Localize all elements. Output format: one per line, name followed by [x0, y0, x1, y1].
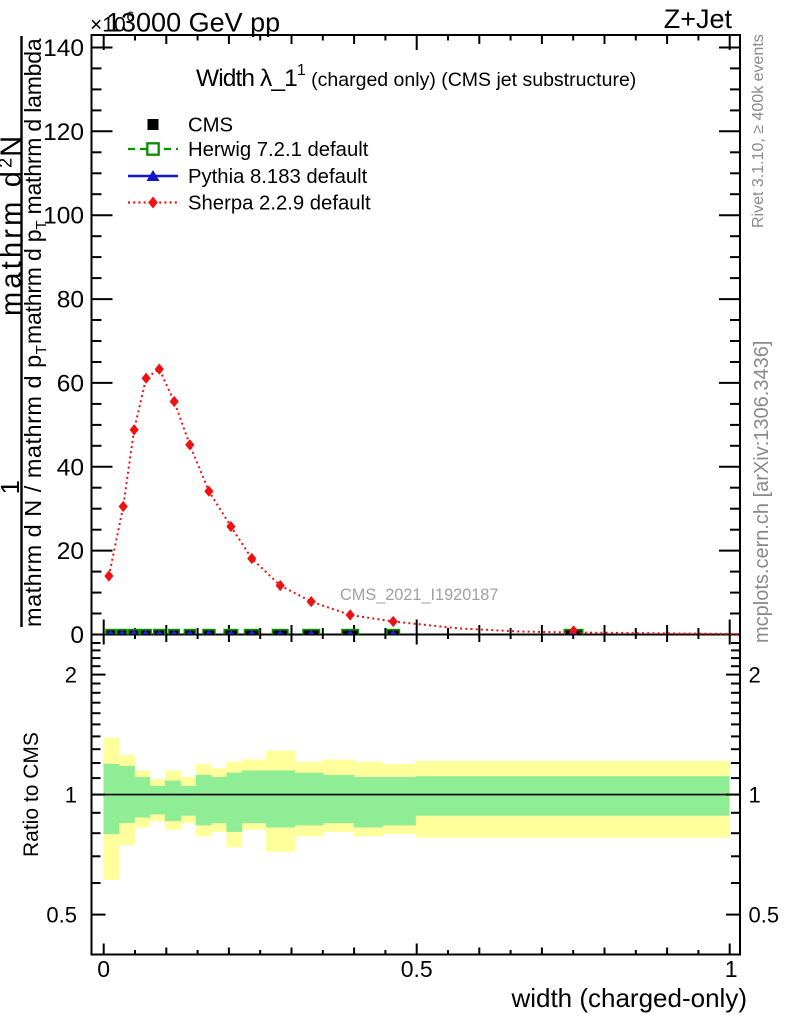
svg-text:Sherpa 2.2.9 default: Sherpa 2.2.9 default: [188, 193, 371, 215]
svg-text:120: 120: [43, 119, 84, 146]
svg-text:1: 1: [725, 956, 738, 982]
svg-text:×10: ×10: [90, 14, 126, 37]
svg-text:CMS: CMS: [188, 115, 233, 137]
svg-text:Pythia 8.183 default: Pythia 8.183 default: [188, 166, 368, 188]
svg-text:mcplots.cern.ch [arXiv:1306.34: mcplots.cern.ch [arXiv:1306.3436]: [751, 341, 773, 643]
svg-text:6: 6: [127, 8, 135, 24]
svg-text:2: 2: [65, 663, 77, 688]
svg-text:13000 GeV pp: 13000 GeV pp: [106, 7, 280, 37]
svg-text:40: 40: [57, 454, 84, 481]
svg-text:mathrm d pT mathrm d lambda: mathrm d pT mathrm d lambda: [20, 38, 50, 344]
svg-text:60: 60: [57, 370, 84, 397]
svg-text:Rivet 3.1.10, ≥ 400k events: Rivet 3.1.10, ≥ 400k events: [750, 34, 767, 228]
svg-text:100: 100: [43, 203, 84, 230]
svg-text:Herwig 7.2.1 default: Herwig 7.2.1 default: [188, 139, 369, 161]
svg-text:0: 0: [70, 622, 84, 649]
svg-text:1: 1: [749, 783, 761, 808]
svg-text:20: 20: [57, 538, 84, 565]
svg-text:Z+Jet: Z+Jet: [664, 4, 733, 34]
svg-text:0.5: 0.5: [401, 956, 433, 982]
svg-text:0.5: 0.5: [749, 903, 780, 928]
svg-text:0: 0: [97, 956, 110, 982]
svg-text:140: 140: [43, 35, 84, 62]
svg-text:CMS_2021_I1920187: CMS_2021_I1920187: [340, 586, 498, 604]
svg-text:80: 80: [57, 287, 84, 314]
svg-text:1: 1: [65, 783, 77, 808]
svg-text:Width λ_11 (charged only) (CMS: Width λ_11 (charged only) (CMS jet subst…: [196, 62, 636, 92]
svg-text:width (charged-only): width (charged-only): [510, 983, 747, 1013]
svg-text:2: 2: [749, 663, 761, 688]
svg-text:Ratio to CMS: Ratio to CMS: [20, 732, 43, 857]
svg-text:1: 1: [0, 480, 25, 494]
svg-text:mathrm d N / mathrm d pT: mathrm d N / mathrm d pT: [20, 345, 50, 627]
svg-text:0.5: 0.5: [46, 903, 77, 928]
